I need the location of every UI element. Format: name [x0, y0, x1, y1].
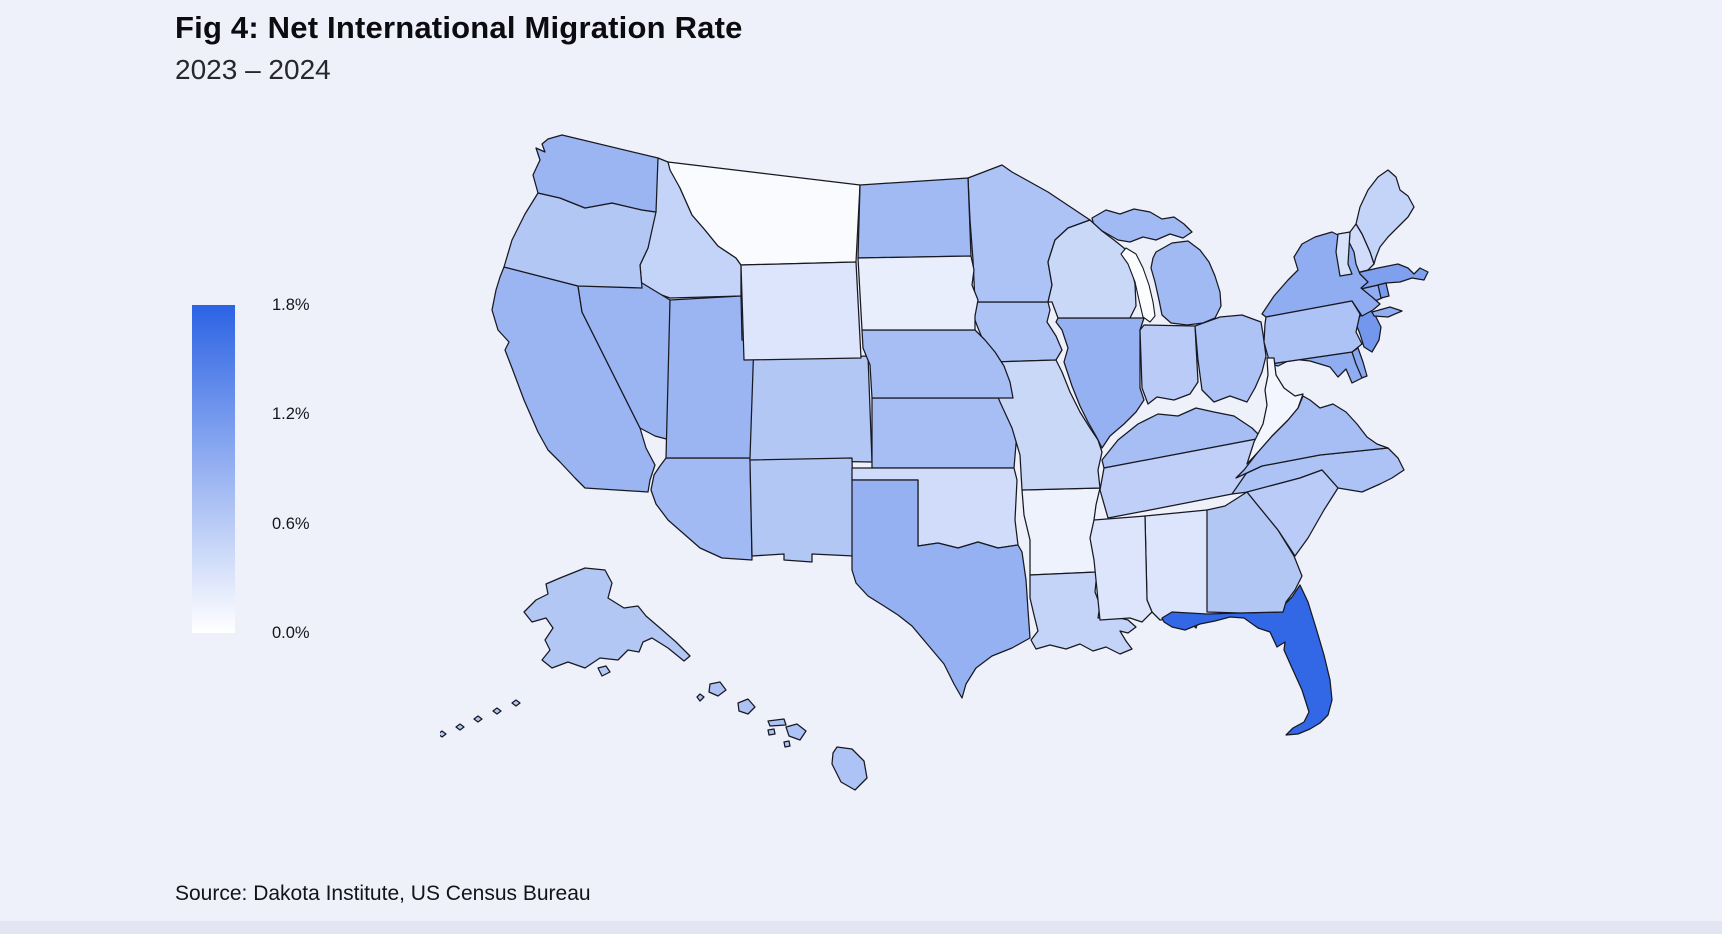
state-NY[interactable]: New York: 0.95%	[1261, 231, 1403, 318]
color-legend: 1.8% 1.2% 0.6% 0.0%	[192, 296, 392, 642]
state-AR[interactable]: Arkansas: 0.15%	[1021, 487, 1101, 576]
state-NV[interactable]: Nevada: 0.85%	[577, 282, 671, 441]
state-AZ[interactable]: Arizona: 0.8%	[650, 457, 753, 561]
state-WV[interactable]: West Virginia: 0.1%	[1246, 357, 1304, 465]
state-SD[interactable]: South Dakota: 0.2%	[857, 255, 979, 331]
lake-michigan	[1120, 247, 1156, 323]
state-MA[interactable]: Massachusetts: 1.1%	[1349, 263, 1429, 291]
state-NM[interactable]: New Mexico: 0.65%	[749, 457, 855, 563]
state-WA[interactable]: Washington: 0.85%	[532, 134, 659, 213]
state-NE[interactable]: Nebraska: 0.75%	[861, 329, 1014, 399]
legend-tick-label: 0.6%	[272, 514, 310, 533]
state-RI[interactable]: Rhode Island: 1.15%	[1377, 282, 1390, 299]
state-WY[interactable]: Wyoming: 0.3%	[740, 261, 862, 361]
state-OH[interactable]: Ohio: 0.7%	[1194, 314, 1267, 403]
page-title: Fig 4: Net International Migration Rate	[175, 10, 743, 45]
state-MT[interactable]: Montana: 0.05%	[667, 161, 861, 266]
source-note: Source: Dakota Institute, US Census Bure…	[175, 882, 591, 905]
us-choropleth-map: Alabama: 0.3%Alaska: 0.65%Arizona: 0.8%A…	[440, 110, 1460, 810]
state-IN[interactable]: Indiana: 0.6%	[1139, 324, 1199, 405]
state-MO[interactable]: Missouri: 0.45%	[991, 359, 1103, 491]
state-UT[interactable]: Utah: 0.85%	[665, 295, 755, 459]
page-subtitle: 2023 – 2024	[175, 54, 331, 85]
state-ND[interactable]: North Dakota: 0.8%	[857, 177, 972, 259]
state-WI[interactable]: Wisconsin: 0.45%	[1047, 219, 1137, 319]
state-HI[interactable]: Hawaii: 0.7%	[696, 681, 868, 791]
state-FL[interactable]: Florida: 1.75%	[1161, 584, 1333, 736]
state-CA[interactable]: California: 0.85%	[491, 266, 656, 493]
state-IA[interactable]: Iowa: 0.7%	[972, 301, 1063, 363]
footer-strip	[0, 921, 1722, 934]
legend-tick-label: 1.2%	[272, 405, 310, 424]
state-KS[interactable]: Kansas: 0.75%	[871, 397, 1019, 469]
legend-tick-label: 1.8%	[272, 296, 310, 314]
state-PA[interactable]: Pennsylvania: 0.7%	[1263, 300, 1363, 365]
state-VT[interactable]: Vermont: 0.35%	[1335, 231, 1353, 277]
legend-tick-label: 0.0%	[272, 623, 310, 642]
state-LA[interactable]: Louisiana: 0.5%	[1029, 571, 1137, 655]
state-SC[interactable]: South Carolina: 0.6%	[1246, 469, 1339, 557]
legend-colorbar	[192, 305, 235, 633]
state-TX[interactable]: Texas: 0.9%	[851, 479, 1031, 699]
state-CO[interactable]: Colorado: 0.65%	[743, 355, 873, 463]
state-AK[interactable]: Alaska: 0.65%	[440, 567, 691, 755]
state-MS[interactable]: Mississippi: 0.3%	[1089, 515, 1153, 623]
